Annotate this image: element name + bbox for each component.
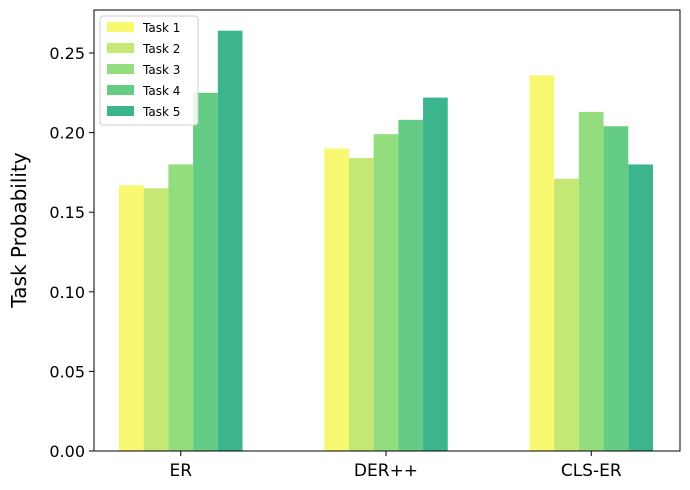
legend-label: Task 1	[142, 21, 180, 35]
y-tick-label: 0.20	[49, 124, 85, 143]
bar-cls-er-task-4	[603, 126, 629, 451]
y-axis-label: Task Probability	[7, 152, 31, 308]
y-tick-label: 0.10	[49, 283, 85, 302]
y-tick-label: 0.25	[49, 44, 85, 63]
legend-label: Task 3	[142, 63, 180, 77]
x-tick-label: CLS-ER	[561, 461, 622, 481]
bar-er-task-5	[217, 30, 243, 451]
y-tick-label: 0.00	[49, 442, 85, 461]
x-tick-label: ER	[169, 461, 192, 481]
legend-swatch	[107, 22, 134, 32]
bar-der--task-2	[348, 158, 374, 451]
bar-der--task-3	[373, 134, 399, 451]
legend-label: Task 5	[142, 105, 180, 119]
x-tick-label: DER++	[354, 461, 418, 481]
legend-label: Task 2	[142, 42, 180, 56]
legend-swatch	[107, 64, 134, 74]
bar-der--task-1	[324, 148, 349, 451]
bar-er-task-4	[193, 92, 218, 451]
legend-swatch	[107, 106, 134, 116]
bars-group	[119, 30, 653, 452]
bar-er-task-1	[119, 185, 144, 451]
y-axis: 0.00 0.05 0.10 0.15 0.20 0.25	[49, 44, 94, 461]
bar-cls-er-task-3	[578, 111, 604, 451]
bar-cls-er-task-5	[628, 164, 653, 451]
bar-er-task-2	[143, 188, 169, 451]
x-axis: ER DER++ CLS-ER	[169, 451, 622, 481]
y-tick-label: 0.05	[49, 362, 85, 381]
y-tick-label: 0.15	[49, 203, 85, 222]
legend: Task 1 Task 2 Task 3 Task 4 Task 5	[99, 15, 199, 126]
legend-label: Task 4	[142, 84, 180, 98]
plot-frame	[93, 9, 681, 452]
bar-cls-er-task-2	[554, 178, 579, 451]
legend-swatch	[107, 85, 134, 95]
bar-der--task-4	[398, 119, 424, 451]
bar-cls-er-task-1	[529, 75, 555, 452]
bar-er-task-3	[168, 164, 194, 451]
bar-der--task-5	[423, 97, 448, 451]
legend-swatch	[107, 43, 134, 53]
